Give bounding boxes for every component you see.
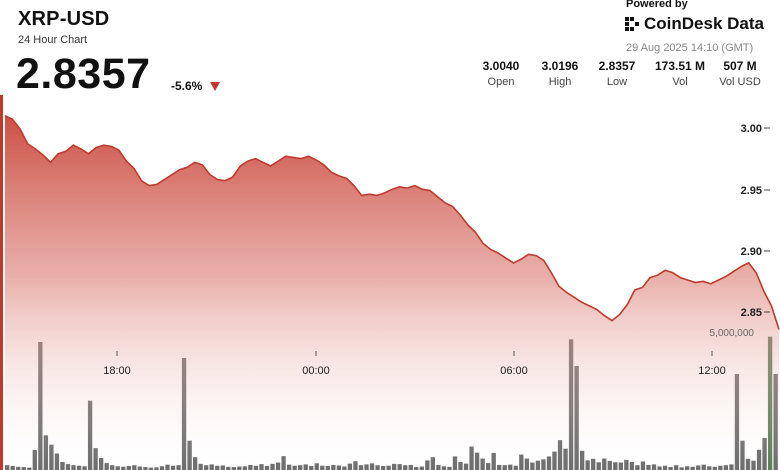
x-tick-label: 12:00 [698, 365, 726, 377]
stat-volume: 173.51 M Vol [649, 59, 711, 88]
price-line [4, 115, 780, 330]
price-change-percent: -5.6% [171, 79, 203, 93]
stat-low: 2.8357 Low [594, 59, 640, 88]
brand-name: CoinDesk Data [644, 14, 764, 33]
brand-logo: CoinDesk Data [624, 14, 764, 34]
stat-label: Low [606, 76, 628, 88]
powered-by-label: Powered by [626, 0, 688, 10]
price-area-fill [5, 115, 779, 470]
pair-title: XRP-USD [18, 8, 110, 30]
stat-high: 3.0196 High [536, 59, 584, 88]
x-tick-label: 18:00 [103, 365, 131, 377]
volume-tick-label: 5,000,000 [710, 328, 755, 339]
stat-volume-usd: 507 M Vol USD [716, 59, 764, 88]
stat-value: 3.0196 [541, 59, 579, 73]
stat-label: High [548, 76, 572, 88]
stat-label: Vol [672, 76, 688, 88]
stat-label: Vol USD [719, 76, 761, 88]
stat-value: 507 M [723, 59, 757, 73]
coindesk-logo-icon [625, 17, 639, 31]
y-tick-label: 2.85 [741, 307, 762, 319]
stat-value: 173.51 M [654, 59, 706, 73]
axes: 3.00 2.95 2.90 2.85 18:00 00:00 06:00 12:00 5,00… [103, 123, 770, 377]
stat-value: 3.0040 [482, 59, 520, 73]
y-tick-label: 2.95 [741, 185, 762, 197]
price-area [0, 95, 780, 470]
x-tick-label: 06:00 [500, 365, 528, 377]
timestamp: 29 Aug 2025 14:10 (GMT) [626, 42, 754, 54]
chart-subtitle: 24 Hour Chart [18, 34, 88, 46]
left-edge-accent [0, 95, 3, 470]
y-tick-label: 3.00 [741, 123, 762, 135]
stat-value: 2.8357 [598, 59, 636, 73]
down-arrow-icon [210, 82, 220, 91]
y-tick-label: 2.90 [741, 246, 762, 258]
stat-open: 3.0040 Open [478, 59, 524, 88]
current-price: 2.8357 [16, 50, 151, 98]
x-tick-label: 00:00 [302, 365, 330, 377]
stat-label: Open [487, 76, 515, 88]
